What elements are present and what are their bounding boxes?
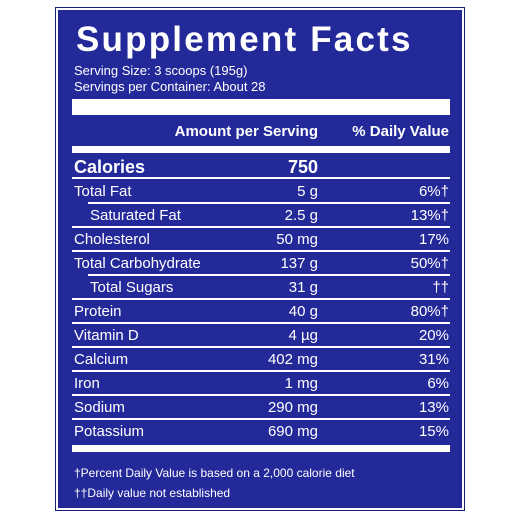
nutrient-daily-value: 17%: [418, 231, 449, 248]
nutrient-name: Protein: [74, 303, 122, 320]
calories-amount: 750: [287, 157, 318, 177]
nutrient-name: Total Carbohydrate: [74, 255, 201, 272]
nutrient-daily-value: 13%†: [410, 207, 449, 224]
serving-size: Serving Size: 3 scoops (195g): [74, 63, 248, 78]
nutrient-daily-value: ††: [432, 279, 449, 296]
rule: [72, 250, 450, 252]
nutrient-daily-value: 50%†: [410, 255, 449, 272]
nutrient-name: Cholesterol: [74, 231, 150, 248]
footnote: ††Daily value not established: [74, 486, 231, 500]
rule: [72, 226, 450, 228]
rule: [88, 274, 450, 276]
calories-label: Calories: [74, 157, 146, 177]
thick-rule: [72, 445, 450, 452]
rule: [72, 418, 450, 420]
nutrient-name: Potassium: [74, 423, 145, 440]
rule: [72, 298, 450, 300]
nutrient-amount: 290 mg: [267, 399, 318, 416]
nutrient-daily-value: 6%†: [418, 183, 449, 200]
nutrient-daily-value: 20%: [418, 327, 449, 344]
nutrient-amount: 1 mg: [284, 375, 318, 392]
nutrient-daily-value: 15%: [418, 423, 449, 440]
nutrient-amount: 40 g: [288, 303, 318, 320]
daily-value-header: % Daily Value: [352, 123, 449, 140]
nutrient-amount: 5 g: [297, 183, 318, 200]
nutrient-name: Calcium: [74, 351, 129, 368]
nutrient-name: Vitamin D: [74, 327, 139, 344]
nutrient-amount: 31 g: [288, 279, 318, 296]
rule: [88, 202, 450, 204]
amount-header: Amount per Serving: [174, 123, 318, 140]
nutrient-name: Total Sugars: [90, 279, 174, 296]
rule: [72, 177, 450, 179]
nutrient-amount: 137 g: [280, 255, 318, 272]
nutrient-daily-value: 6%: [427, 375, 449, 392]
nutrient-name: Sodium: [74, 399, 125, 416]
rule: [72, 370, 450, 372]
thick-rule: [72, 99, 450, 115]
footnote: †Percent Daily Value is based on a 2,000…: [74, 466, 355, 480]
thick-rule: [72, 146, 450, 153]
nutrient-amount: 690 mg: [267, 423, 318, 440]
servings-per-container: Servings per Container: About 28: [74, 79, 266, 94]
rule: [72, 346, 450, 348]
nutrient-name: Iron: [74, 375, 100, 392]
nutrient-daily-value: 13%: [418, 399, 449, 416]
rule: [72, 394, 450, 396]
nutrient-daily-value: 80%†: [410, 303, 449, 320]
nutrient-daily-value: 31%: [418, 351, 449, 368]
nutrient-amount: 4 µg: [288, 327, 319, 344]
nutrient-name: Total Fat: [74, 183, 132, 200]
nutrient-amount: 402 mg: [267, 351, 318, 368]
nutrient-amount: 2.5 g: [284, 207, 318, 224]
label-frame: [56, 8, 464, 510]
nutrient-amount: 50 mg: [276, 231, 318, 248]
rule: [72, 322, 450, 324]
title: Supplement Facts: [76, 20, 413, 59]
nutrient-name: Saturated Fat: [90, 207, 181, 224]
